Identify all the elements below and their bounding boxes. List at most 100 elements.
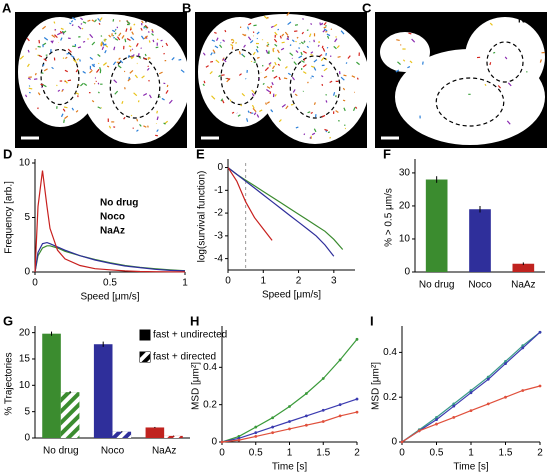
track (114, 32, 117, 35)
y-tick-label: -4 (214, 253, 223, 264)
track (67, 79, 72, 82)
track (327, 131, 331, 134)
track (51, 40, 54, 44)
x-axis-label: Time [s] (453, 462, 488, 473)
track (129, 70, 134, 74)
track (143, 35, 148, 40)
track (251, 93, 255, 97)
track (241, 93, 246, 97)
track (211, 95, 216, 100)
legend-label: fast + undirected (153, 330, 227, 341)
y-tick-label: 0.2 (203, 399, 217, 410)
track (294, 24, 299, 26)
track (140, 35, 145, 40)
track (59, 30, 63, 34)
track (326, 35, 330, 39)
track (407, 66, 411, 69)
cell (225, 14, 345, 70)
track (266, 45, 269, 48)
track (43, 58, 47, 62)
series-line (401, 331, 541, 443)
track (220, 98, 224, 102)
track (111, 29, 116, 33)
track (151, 33, 154, 36)
cell (380, 32, 430, 72)
y-axis-label: % > 0.5 μm/s (384, 188, 395, 247)
track (156, 116, 159, 121)
track (141, 75, 145, 79)
track (123, 116, 126, 120)
track (323, 21, 327, 26)
x-tick-label: 0.5 (430, 448, 444, 459)
track (506, 120, 511, 125)
track (163, 52, 165, 55)
y-tick-label: 20 (19, 327, 31, 338)
track (285, 105, 289, 110)
cell (465, 17, 545, 97)
track (131, 31, 134, 35)
track (292, 89, 296, 93)
track (171, 56, 175, 61)
y-axis-label: % Trajectories (4, 352, 15, 415)
track (27, 77, 31, 80)
y-tick-label: 10 (399, 234, 411, 245)
track (93, 19, 97, 23)
track (93, 82, 96, 85)
x-tick-label: 2 (537, 448, 543, 459)
panel-letter: G (3, 313, 13, 328)
series-line (34, 170, 186, 273)
track (102, 43, 107, 46)
y-tick-label: 0 (24, 433, 30, 444)
track (295, 126, 299, 129)
x-tick-label: 1 (468, 448, 474, 459)
track (41, 71, 44, 75)
track (143, 125, 147, 128)
panel-letter: B (182, 0, 191, 15)
track (89, 69, 93, 74)
legend-label: Noco (100, 212, 125, 223)
track (51, 66, 54, 70)
series-line (227, 167, 335, 257)
track (321, 22, 324, 26)
track (507, 82, 512, 87)
track (81, 27, 84, 30)
x-axis-label: Speed [μm/s] (262, 290, 321, 301)
track (75, 69, 79, 73)
track (26, 63, 30, 68)
track (82, 40, 86, 43)
track (302, 71, 307, 75)
track (308, 33, 312, 38)
track (116, 36, 121, 41)
track (246, 118, 249, 122)
track (266, 86, 271, 89)
track (80, 17, 84, 21)
track (270, 85, 273, 88)
track (97, 53, 101, 57)
track (114, 38, 119, 41)
track (247, 36, 252, 41)
track (280, 47, 285, 51)
track (156, 110, 159, 114)
track (203, 80, 206, 84)
track (26, 37, 30, 42)
track (323, 28, 328, 32)
track (300, 60, 305, 63)
track (133, 23, 136, 26)
track (53, 21, 56, 24)
x-tick-label: Noco (101, 446, 125, 457)
series-line (401, 331, 541, 443)
track (326, 33, 331, 37)
track (163, 122, 166, 125)
track (214, 31, 217, 34)
track (319, 54, 323, 57)
y-tick-label: 30 (399, 168, 411, 179)
track (65, 56, 68, 59)
track (166, 84, 169, 88)
y-tick-label: 0 (211, 437, 217, 448)
track (62, 108, 66, 112)
track (127, 54, 130, 58)
track (79, 59, 81, 62)
track (276, 49, 280, 54)
track (409, 60, 413, 64)
track (70, 54, 75, 58)
